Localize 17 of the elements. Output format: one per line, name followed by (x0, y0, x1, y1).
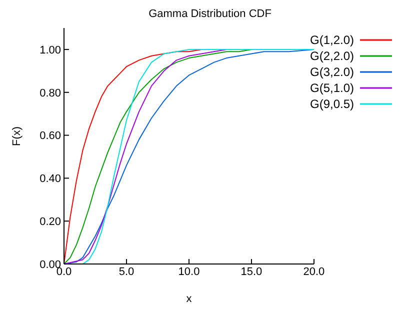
y-axis-title: F(x) (10, 126, 23, 146)
legend-label: G(3,2.0) (310, 64, 354, 80)
legend-label: G(1,2.0) (310, 32, 354, 48)
y-tick-label: 1.00 (40, 44, 61, 56)
legend-label: G(9,0.5) (310, 96, 354, 112)
x-tick-label: 10.0 (178, 266, 200, 278)
y-tick-label: 0.40 (40, 173, 61, 186)
x-tick-label: 15.0 (240, 266, 262, 278)
x-tick-label: 20.0 (303, 266, 325, 278)
x-axis-title: x (186, 293, 192, 305)
legend-label: G(2,2.0) (310, 48, 354, 64)
y-tick-label: 0.80 (40, 87, 61, 100)
y-tick-label: 0.60 (40, 130, 61, 142)
chart-title: Gamma Distribution CDF (148, 8, 272, 20)
y-tick-label: 0.20 (40, 216, 61, 228)
x-tick-label: 5.0 (118, 266, 134, 278)
legend-label: G(5,1.0) (310, 80, 354, 96)
